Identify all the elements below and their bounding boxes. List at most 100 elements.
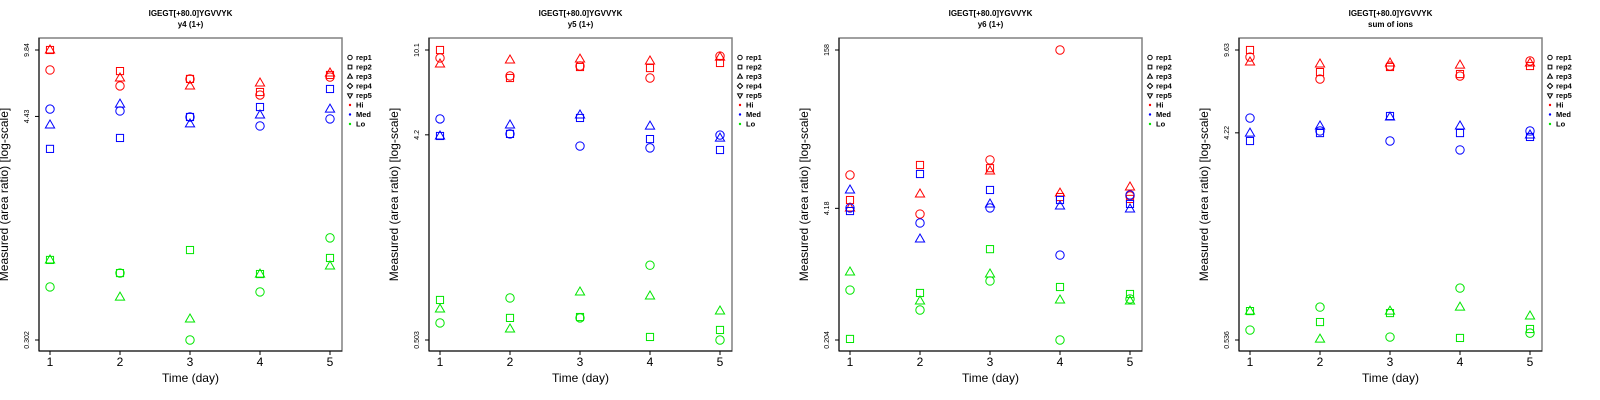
x-tick-label: 4: [257, 355, 264, 369]
y-axis-label: Measured (area ratio) [log-scale]: [387, 108, 401, 281]
x-tick-label: 1: [47, 355, 54, 369]
data-point-lo-rep3: [714, 305, 726, 315]
legend-label: rep3: [356, 72, 372, 81]
chart-title: IGEGT[+80.0]YGVVYK: [1349, 9, 1433, 18]
data-point-lo-rep1: [1055, 335, 1065, 345]
data-point-med-rep1: [325, 114, 335, 124]
data-point-hi-rep1: [325, 72, 335, 82]
triangle-up-icon: [346, 72, 354, 79]
legend-label: Lo: [1156, 120, 1166, 129]
data-point-med-rep1: [1455, 145, 1465, 155]
y-axis-label: Measured (area ratio) [log-scale]: [0, 108, 11, 281]
dot-icon: [348, 122, 352, 126]
legend-item-hi: Hi: [738, 101, 754, 110]
data-point-hi-rep3: [1524, 57, 1536, 67]
square-icon: [1147, 64, 1153, 70]
chart-subtitle: sum of ions: [1368, 20, 1413, 29]
data-point-lo-rep2: [505, 313, 515, 322]
data-point-lo-rep2: [985, 245, 995, 254]
data-point-med-rep1: [645, 143, 655, 153]
legend-label: rep2: [746, 63, 762, 72]
x-tick-label: 3: [187, 355, 194, 369]
data-point-hi-rep2: [985, 164, 995, 173]
square-icon: [347, 64, 353, 70]
y-tick-label: 0.536: [1224, 331, 1231, 349]
data-point-hi-rep2: [575, 62, 585, 72]
data-point-lo-rep2: [115, 268, 125, 278]
legend-label: rep2: [356, 63, 372, 72]
legend-label: rep1: [746, 53, 762, 62]
x-tick-label: 1: [437, 355, 444, 369]
legend-label: rep5: [1156, 91, 1172, 100]
data-point-med-rep3: [184, 117, 196, 128]
x-tick-label: 1: [847, 355, 854, 369]
legend-item-rep1: rep1: [1547, 53, 1572, 62]
data-point-med-rep3: [1454, 119, 1466, 130]
data-point-lo-rep3: [434, 303, 446, 313]
x-tick-label: 4: [647, 355, 654, 369]
data-points: [844, 45, 1136, 345]
legend-item-rep4: rep4: [346, 82, 373, 91]
data-point-lo-rep2: [1315, 317, 1325, 327]
data-point-med-rep3: [254, 108, 266, 119]
data-point-med-rep2: [1055, 195, 1065, 205]
data-point-hi-rep1: [45, 65, 55, 75]
x-tick-label: 1: [1247, 355, 1254, 369]
data-point-med-rep3: [1244, 127, 1256, 137]
data-point-lo-rep3: [324, 260, 336, 270]
legend-label: rep1: [1556, 53, 1572, 62]
data-point-med-rep1: [185, 112, 195, 122]
legend-label: Hi: [356, 101, 364, 110]
data-point-med-rep2: [435, 131, 445, 141]
data-point-lo-rep3: [1244, 305, 1256, 315]
legend-item-rep2: rep2: [1147, 63, 1172, 72]
x-tick-label: 2: [1317, 355, 1324, 369]
data-point-hi-rep2: [45, 45, 55, 55]
dot-icon: [1148, 122, 1152, 126]
dot-icon: [1148, 103, 1152, 107]
data-point-lo-rep2: [645, 332, 655, 342]
x-axis-label: Time (day): [552, 371, 609, 385]
data-point-lo-rep2: [45, 255, 55, 265]
legend-label: Med: [1556, 110, 1571, 119]
triangle-down-icon: [736, 93, 744, 100]
data-point-lo-rep1: [1525, 328, 1535, 338]
legend-item-med: Med: [348, 110, 371, 119]
data-point-hi-rep2: [1315, 67, 1325, 77]
x-tick-label: 4: [1457, 355, 1464, 369]
legend-label: Lo: [1556, 120, 1566, 129]
legend-item-rep3: rep3: [736, 72, 762, 81]
legend-label: rep3: [1556, 72, 1572, 81]
circle-icon: [1147, 54, 1153, 61]
legend-item-rep2: rep2: [1547, 63, 1572, 72]
legend-label: rep5: [1556, 91, 1572, 100]
plot-frame: [428, 37, 733, 352]
triangle-down-icon: [1546, 93, 1554, 100]
square-icon: [1547, 64, 1553, 70]
legend-label: Lo: [746, 120, 756, 129]
legend-item-rep1: rep1: [1147, 53, 1172, 62]
data-point-hi-rep3: [1454, 59, 1466, 69]
data-point-med-rep2: [915, 169, 925, 179]
legend-item-rep5: rep5: [1146, 91, 1172, 100]
data-point-lo-rep1: [185, 335, 195, 345]
diamond-icon: [1146, 82, 1154, 90]
data-point-med-rep1: [115, 106, 125, 116]
data-point-lo-rep3: [1524, 310, 1536, 320]
x-tick-label: 2: [917, 355, 924, 369]
data-point-med-rep3: [1524, 129, 1536, 139]
data-point-lo-rep3: [1454, 301, 1466, 311]
chart-title: IGEGT[+80.0]YGVVYK: [539, 9, 623, 18]
y-tick-label: 10.1: [414, 43, 421, 57]
legend-item-rep5: rep5: [1546, 91, 1572, 100]
data-point-med-rep3: [1054, 200, 1066, 210]
legend-label: rep3: [746, 72, 762, 81]
legend-label: rep3: [1156, 72, 1172, 81]
legend-label: Hi: [746, 101, 754, 110]
x-tick-label: 2: [507, 355, 514, 369]
data-point-lo-rep3: [254, 268, 266, 278]
data-point-hi-rep1: [255, 90, 265, 100]
data-point-lo-rep1: [845, 285, 855, 295]
y-tick-label: 0.503: [414, 331, 421, 349]
